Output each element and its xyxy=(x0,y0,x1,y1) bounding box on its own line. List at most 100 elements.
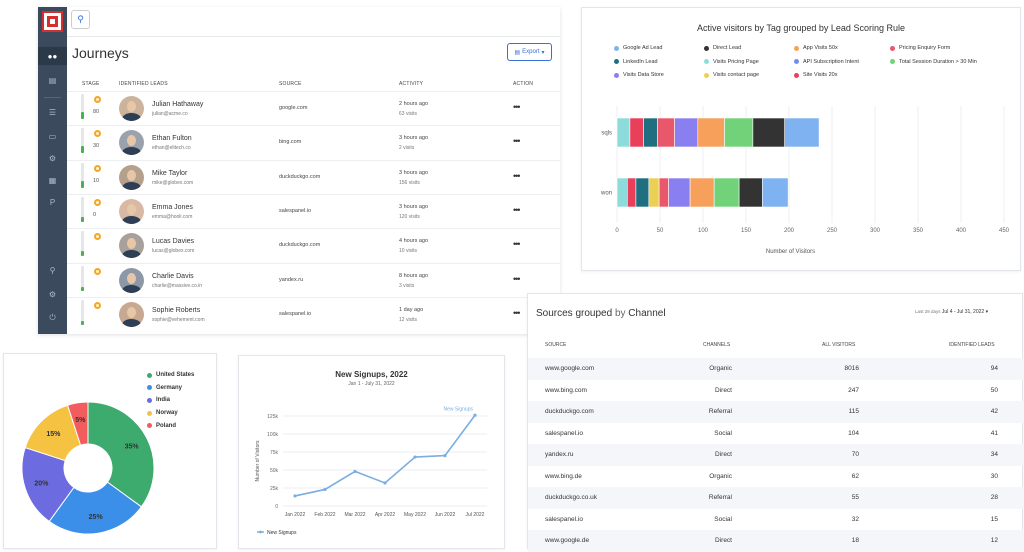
source-name[interactable]: www.google.com xyxy=(545,365,595,372)
data-point[interactable] xyxy=(383,481,387,485)
bar-segment[interactable] xyxy=(657,117,675,148)
bar-segment[interactable] xyxy=(713,177,740,208)
list-icon[interactable]: ☰ xyxy=(48,107,57,117)
data-point[interactable] xyxy=(473,413,477,417)
data-point[interactable] xyxy=(323,487,327,492)
bar-segment[interactable] xyxy=(627,177,637,208)
legend-item: Poland xyxy=(147,423,176,429)
settings-icon[interactable]: ⚙ xyxy=(48,289,57,299)
pie-slice[interactable] xyxy=(21,446,75,523)
pie-slice[interactable] xyxy=(66,401,89,446)
more-actions-icon[interactable]: ••• xyxy=(513,307,521,318)
table-row[interactable]: www.google.de Direct 18 12 xyxy=(528,530,1024,552)
table-row[interactable]: 30 Ethan Fulton ethan@elitech.co bing.com 3 … xyxy=(67,125,560,159)
source-name[interactable]: www.bing.de xyxy=(545,472,582,480)
lead-name[interactable]: Lucas Davies xyxy=(152,238,195,246)
table-row[interactable]: duckduckgo.co.uk Referral 55 28 xyxy=(528,487,1024,509)
gear-icon[interactable]: ⚙ xyxy=(48,153,57,163)
bar-segment[interactable] xyxy=(658,177,669,208)
slice-label: 15% xyxy=(46,431,61,438)
legend-label: Visits Data Store xyxy=(623,72,664,78)
lead-name[interactable]: Julian Hathaway xyxy=(152,101,204,108)
activity-visits: 156 visits xyxy=(399,179,420,186)
x-tick-label: 50 xyxy=(657,228,664,234)
more-actions-icon[interactable]: ••• xyxy=(513,102,521,112)
bar-segment[interactable] xyxy=(668,177,691,208)
more-actions-icon[interactable]: ••• xyxy=(513,170,521,181)
table-row[interactable]: duckduckgo.com Referral 115 42 xyxy=(528,401,1024,423)
col-all-visitors: ALL VISITORS xyxy=(822,342,856,348)
table-row[interactable]: 80 Julian Hathaway julian@acme.co google.co… xyxy=(67,91,560,125)
source-name[interactable]: yandex.ru xyxy=(545,451,574,458)
bar-segment[interactable] xyxy=(784,117,820,148)
table-row[interactable]: Lucas Davies lucas@globex.com duckduckgo.c… xyxy=(67,228,560,262)
lead-score: 10 xyxy=(93,177,100,184)
bar-segment[interactable] xyxy=(738,177,763,208)
bar-segment[interactable] xyxy=(648,177,660,208)
search-button[interactable]: ⚲ xyxy=(71,10,90,29)
y-tick-label: 100k xyxy=(267,432,278,438)
table-row[interactable]: yandex.ru Direct 70 34 xyxy=(528,444,1024,466)
bar-segment[interactable] xyxy=(635,177,650,208)
table-row[interactable]: salespanel.io Social 104 41 xyxy=(528,423,1024,445)
bar-segment[interactable] xyxy=(762,177,789,208)
source-name[interactable]: www.bing.com xyxy=(545,386,587,394)
p-icon[interactable]: P xyxy=(49,197,56,207)
pie-slice[interactable] xyxy=(48,481,143,535)
legend-item: LinkedIn Lead xyxy=(614,59,658,65)
more-actions-icon[interactable]: ••• xyxy=(513,204,521,215)
lead-name[interactable]: Mike Taylor xyxy=(152,169,188,177)
bar-segment[interactable] xyxy=(643,117,658,148)
data-point[interactable] xyxy=(353,469,357,474)
table-row[interactable]: www.google.com Organic 8016 94 xyxy=(528,358,1024,380)
x-tick-label: May 2022 xyxy=(404,512,426,518)
sidebar: ●● ▤ ☰ ▭ ⚙ ▦ P ⚲ ⚙ ⏻ xyxy=(38,7,67,334)
data-point[interactable] xyxy=(443,454,447,458)
bar-segment[interactable] xyxy=(616,117,631,148)
bar-segment[interactable] xyxy=(752,117,786,148)
bar-segment[interactable] xyxy=(724,117,754,148)
power-icon[interactable]: ⏻ xyxy=(49,313,56,322)
bar-segment[interactable] xyxy=(616,177,628,208)
bar-segment[interactable] xyxy=(697,117,725,148)
stage-score-bar xyxy=(81,196,84,222)
col-source: SOURCE xyxy=(545,342,567,348)
table-row[interactable]: 0 Emma Jones emma@hooli.com salespanel.io 3 … xyxy=(67,193,560,228)
bar-segment[interactable] xyxy=(689,177,715,208)
chart-icon[interactable]: ▤ xyxy=(48,75,57,85)
data-point[interactable] xyxy=(413,455,417,459)
table-row[interactable]: Sophie Roberts sophie@vehement.com salespa… xyxy=(67,296,560,331)
bar-segment[interactable] xyxy=(629,117,644,148)
date-range-picker[interactable]: Last 28 days Jul 4 - Jul 31, 2022 ▾ xyxy=(915,309,988,315)
table-row[interactable]: 10 Mike Taylor mike@globex.com duckduckgo.c… xyxy=(67,159,560,194)
source-name[interactable]: salespanel.io xyxy=(545,515,583,523)
bar-segment[interactable] xyxy=(674,117,699,148)
source-name[interactable]: www.google.de xyxy=(545,537,590,544)
source-name[interactable]: duckduckgo.co.uk xyxy=(545,494,598,501)
export-button[interactable]: ▤ Export ▾ xyxy=(507,43,552,61)
legend-item: Norway xyxy=(147,410,178,416)
table-row[interactable]: Charlie Davis charlie@massive.co.in yandex… xyxy=(67,262,560,297)
grid-icon[interactable]: ▦ xyxy=(48,175,57,185)
lead-name[interactable]: Sophie Roberts xyxy=(152,306,201,314)
all-visitors: 104 xyxy=(848,429,859,437)
lead-name[interactable]: Emma Jones xyxy=(152,203,193,211)
pie-slice[interactable] xyxy=(87,401,155,508)
data-point[interactable] xyxy=(293,494,297,498)
lead-name[interactable]: Charlie Davis xyxy=(152,272,194,280)
avatar-body xyxy=(122,181,141,190)
avatar xyxy=(119,267,144,293)
table-row[interactable]: www.bing.com Direct 247 50 xyxy=(528,380,1024,402)
users-icon[interactable]: ●● xyxy=(38,47,67,65)
source-name[interactable]: salespanel.io xyxy=(545,429,583,437)
table-row[interactable]: salespanel.io Social 32 15 xyxy=(528,509,1024,531)
table-row[interactable]: www.bing.de Organic 62 30 xyxy=(528,466,1024,488)
browser-icon[interactable]: ▭ xyxy=(48,131,57,141)
search-icon[interactable]: ⚲ xyxy=(49,265,56,275)
lead-name[interactable]: Ethan Fulton xyxy=(152,135,192,143)
avatar xyxy=(119,233,144,259)
more-actions-icon[interactable]: ••• xyxy=(513,273,521,284)
more-actions-icon[interactable]: ••• xyxy=(513,239,521,250)
source-name[interactable]: duckduckgo.com xyxy=(545,408,594,415)
more-actions-icon[interactable]: ••• xyxy=(513,136,521,147)
